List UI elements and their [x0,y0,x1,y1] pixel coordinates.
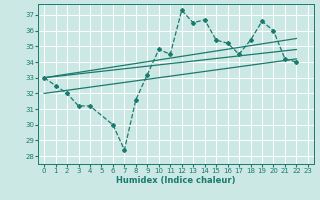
X-axis label: Humidex (Indice chaleur): Humidex (Indice chaleur) [116,176,236,185]
